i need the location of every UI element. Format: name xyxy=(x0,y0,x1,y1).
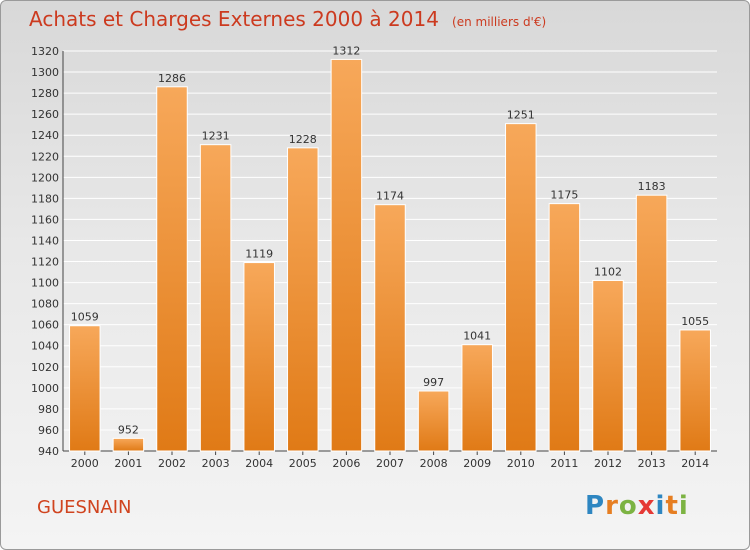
logo-letter: P xyxy=(585,491,606,521)
bar xyxy=(69,325,101,452)
y-tick-label: 1220 xyxy=(31,150,59,163)
y-tick-label: 1180 xyxy=(31,192,59,205)
y-tick-label: 1140 xyxy=(31,234,59,247)
y-tick-label: 1100 xyxy=(31,277,59,290)
proxiti-logo[interactable]: Proxiti xyxy=(585,491,689,521)
bar-value-label: 1175 xyxy=(550,189,578,202)
bar xyxy=(635,194,668,452)
bar-value-label: 1183 xyxy=(638,180,666,193)
logo-letter: i xyxy=(655,491,666,521)
x-tick-label: 2010 xyxy=(507,457,535,470)
y-tick-label: 960 xyxy=(38,424,59,437)
x-tick-label: 2012 xyxy=(594,457,622,470)
bar xyxy=(330,58,363,452)
y-tick-label: 1280 xyxy=(31,87,59,100)
y-tick-label: 1160 xyxy=(31,213,59,226)
bar xyxy=(505,123,537,452)
y-tick-label: 1080 xyxy=(31,298,59,311)
y-tick-label: 980 xyxy=(38,403,59,416)
bar-layer xyxy=(69,58,711,452)
y-tick-label: 1260 xyxy=(31,108,59,121)
bar-value-label: 1055 xyxy=(681,315,709,328)
x-tick-label: 2007 xyxy=(376,457,404,470)
y-tick-label: 940 xyxy=(38,445,59,458)
bar-value-label: 952 xyxy=(118,423,139,436)
bar xyxy=(287,147,319,452)
unit-note: (en milliers d'€) xyxy=(452,15,547,29)
bar xyxy=(199,144,232,452)
city-name: GUESNAIN xyxy=(37,497,132,518)
x-tick-label: 2003 xyxy=(202,457,230,470)
x-tick-label: 2005 xyxy=(289,457,317,470)
bar xyxy=(374,204,406,452)
y-tick-label: 1200 xyxy=(31,171,59,184)
x-tick-label: 2009 xyxy=(463,457,491,470)
logo-letter: o xyxy=(618,491,638,521)
bar xyxy=(243,262,275,452)
bar xyxy=(461,344,493,452)
bar-value-label: 997 xyxy=(423,376,444,389)
bar xyxy=(112,437,145,452)
x-tick-label: 2006 xyxy=(332,457,360,470)
y-tick-label: 1000 xyxy=(31,382,59,395)
y-tick-label: 1020 xyxy=(31,361,59,374)
x-tick-label: 2001 xyxy=(114,457,142,470)
x-tick-label: 2000 xyxy=(71,457,99,470)
bar-value-label: 1251 xyxy=(507,109,535,122)
y-tick-label: 1120 xyxy=(31,256,59,269)
y-tick-label: 1320 xyxy=(31,45,59,58)
x-tick-label: 2004 xyxy=(245,457,273,470)
bar xyxy=(679,329,711,452)
title-row: Achats et Charges Externes 2000 à 2014 (… xyxy=(29,7,546,31)
x-tick-label: 2014 xyxy=(681,457,709,470)
logo-letter: r xyxy=(605,491,619,521)
bar-value-label: 1102 xyxy=(594,265,622,278)
y-tick-label: 1240 xyxy=(31,129,59,142)
bar-value-label: 1312 xyxy=(332,44,360,57)
chart-title: Achats et Charges Externes 2000 à 2014 xyxy=(29,7,439,31)
x-tick-label: 2002 xyxy=(158,457,186,470)
x-tick-label: 2013 xyxy=(638,457,666,470)
bar xyxy=(417,390,450,452)
bar-value-label: 1231 xyxy=(202,130,230,143)
bar xyxy=(548,203,581,452)
logo-letter: x xyxy=(637,491,656,521)
axis-layer: 940 960 980 1000 1020 1040 1060 1080 1100 1120 114… xyxy=(31,45,717,470)
bar-value-label: 1174 xyxy=(376,190,404,203)
bar-value-label: 1228 xyxy=(289,133,317,146)
y-tick-label: 1300 xyxy=(31,66,59,79)
label-layer: 1059 952 1286 1231 1119 1228 1312 1174 997 1041 12… xyxy=(71,44,709,436)
y-tick-label: 1040 xyxy=(31,340,59,353)
bar-value-label: 1059 xyxy=(71,311,99,324)
bar-value-label: 1119 xyxy=(245,248,273,261)
bar-value-label: 1041 xyxy=(463,330,491,343)
logo-letter: t xyxy=(665,491,679,521)
x-tick-label: 2011 xyxy=(550,457,578,470)
x-tick-label: 2008 xyxy=(420,457,448,470)
logo-letter: i xyxy=(678,491,689,521)
y-tick-label: 1060 xyxy=(31,319,59,332)
bar xyxy=(592,279,624,452)
bar-value-label: 1286 xyxy=(158,72,186,85)
bar xyxy=(156,86,188,452)
